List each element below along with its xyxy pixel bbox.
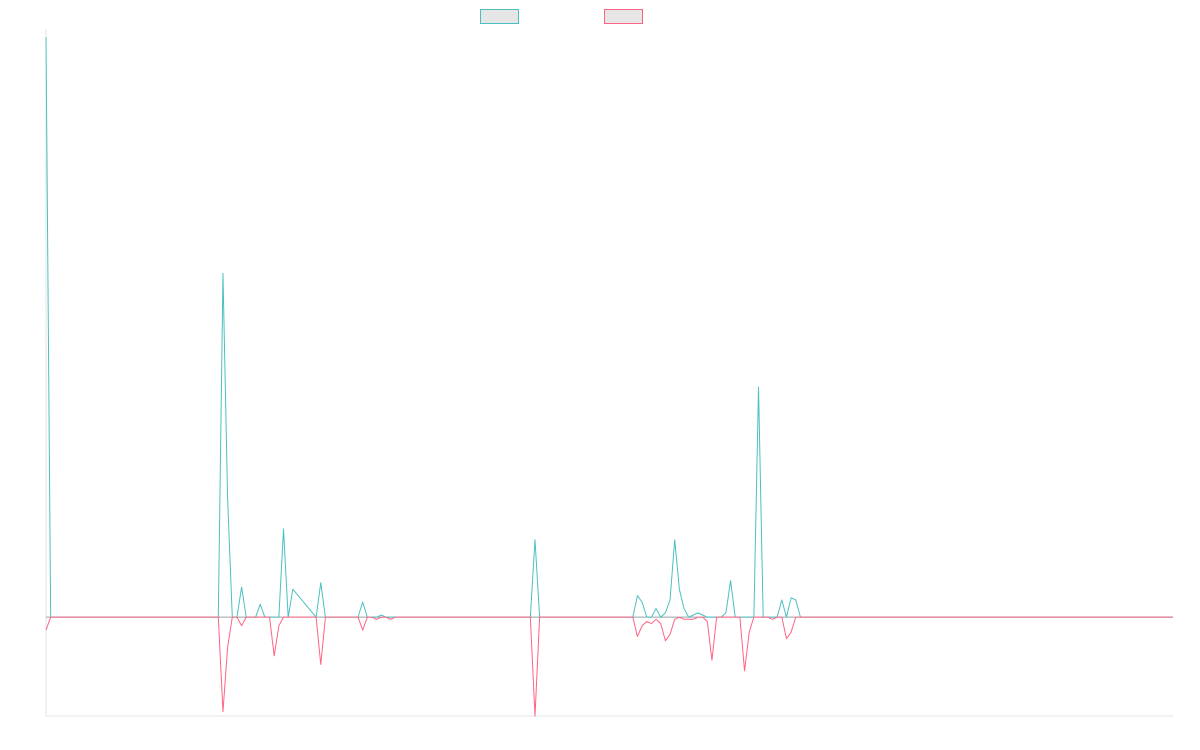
series-layer xyxy=(45,36,1173,717)
legend-swatch-series-1[interactable] xyxy=(480,9,519,24)
series-line-1 xyxy=(45,36,1173,618)
series-line-2 xyxy=(45,616,1173,717)
legend-swatch-series-2[interactable] xyxy=(604,9,643,24)
